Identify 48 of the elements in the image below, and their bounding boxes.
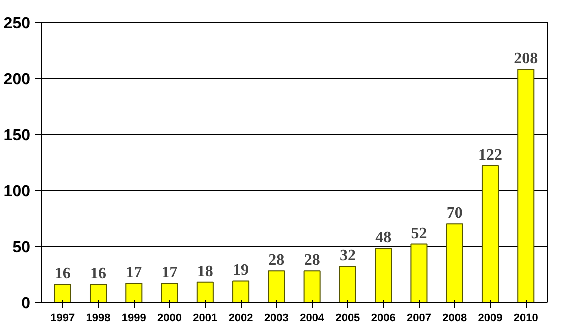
data-label: 17: [126, 264, 142, 282]
bar: [90, 284, 108, 302]
x-tick-label: 2004: [300, 312, 326, 324]
y-tick-label: 50: [12, 240, 31, 256]
bar: [54, 284, 72, 302]
x-tick-label: 1999: [122, 312, 146, 324]
data-label: 18: [197, 263, 214, 280]
x-tick-label: 2006: [371, 312, 396, 324]
y-tick-label: 100: [4, 184, 31, 200]
x-tick-label: 2000: [158, 312, 182, 324]
bar: [518, 69, 535, 302]
x-tick-label: 2005: [336, 312, 360, 324]
data-label: 16: [54, 266, 71, 283]
bar: [446, 224, 464, 302]
data-label: 28: [304, 252, 320, 270]
y-tick-label: 150: [4, 128, 31, 144]
x-tick-label: 2001: [193, 312, 218, 324]
data-label: 70: [446, 205, 463, 222]
data-label: 122: [478, 146, 502, 164]
data-label: 48: [376, 230, 392, 247]
bar: [232, 280, 250, 302]
data-label: 19: [233, 262, 250, 280]
data-label: 17: [162, 264, 178, 282]
x-tick-label: 1997: [50, 312, 76, 324]
y-tick-label: 200: [4, 72, 31, 88]
data-label: 208: [514, 50, 538, 68]
x-tick-label: 2008: [442, 312, 468, 324]
data-label: 52: [411, 225, 428, 242]
data-label: 16: [90, 266, 107, 283]
bar: [161, 282, 178, 302]
x-tick-label: 2010: [514, 312, 538, 324]
bar: [268, 270, 286, 302]
y-tick-label: 250: [4, 16, 31, 32]
bar: [304, 270, 321, 302]
x-tick-label: 2009: [478, 312, 503, 324]
data-label: 32: [340, 248, 356, 265]
bar: [410, 244, 428, 302]
data-label: 28: [268, 252, 285, 270]
x-tick-label: 2002: [228, 312, 254, 324]
y-tick-label: 0: [22, 296, 31, 312]
bar: [375, 248, 392, 302]
bar: [126, 282, 143, 302]
bar: [196, 282, 214, 302]
bar: [482, 165, 500, 302]
x-tick-label: 2003: [264, 312, 289, 324]
x-tick-label: 1998: [86, 312, 111, 324]
x-tick-label: 2007: [406, 312, 432, 324]
bar: [339, 266, 356, 302]
